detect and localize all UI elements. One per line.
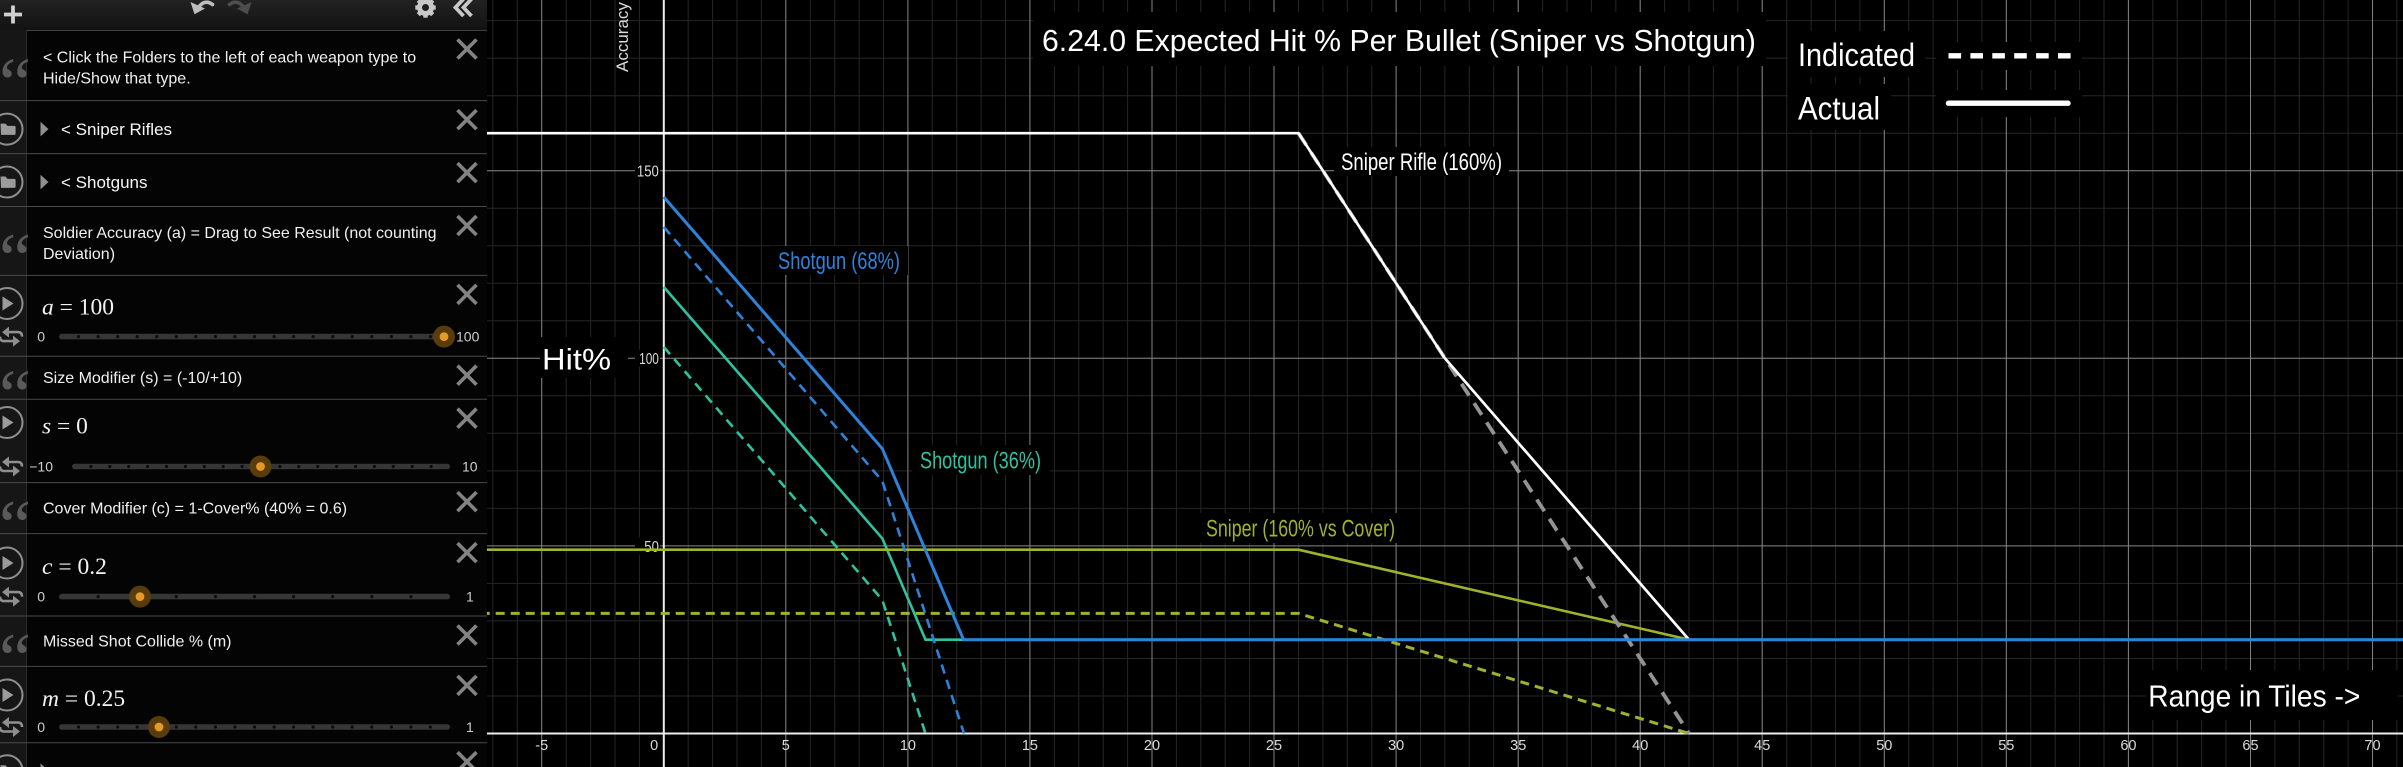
- svg-text:0: 0: [37, 329, 45, 345]
- svg-text:70: 70: [2364, 738, 2380, 754]
- svg-text:60: 60: [2120, 738, 2136, 754]
- svg-text:m = 0.25: m = 0.25: [42, 686, 125, 712]
- svg-text:Range in Tiles ->: Range in Tiles ->: [2148, 680, 2360, 714]
- svg-text:65: 65: [2242, 738, 2258, 754]
- svg-text:Hide/Show that type.: Hide/Show that type.: [43, 70, 191, 87]
- svg-text:10: 10: [462, 459, 478, 475]
- svg-text:10: 10: [900, 738, 916, 754]
- svg-text:Indicated: Indicated: [1798, 37, 1915, 73]
- svg-text:1: 1: [466, 589, 474, 605]
- svg-text:s = 0: s = 0: [42, 414, 88, 440]
- svg-text:15: 15: [1022, 738, 1038, 754]
- svg-text:150: 150: [637, 164, 659, 181]
- svg-text:“: “: [0, 486, 31, 566]
- svg-text:Shotgun (36%): Shotgun (36%): [920, 448, 1041, 475]
- svg-text:−10: −10: [29, 459, 53, 475]
- svg-text:25: 25: [1266, 738, 1282, 754]
- svg-text:0: 0: [37, 589, 45, 605]
- svg-text:35: 35: [1510, 738, 1526, 754]
- svg-text:a = 100: a = 100: [42, 295, 114, 321]
- svg-text:50: 50: [644, 539, 659, 556]
- svg-text:Actual: Actual: [1798, 91, 1880, 127]
- svg-text:< Shotguns: < Shotguns: [61, 173, 148, 192]
- svg-text:“: “: [0, 619, 31, 699]
- svg-text:Deviation): Deviation): [43, 246, 115, 263]
- svg-text:“: “: [0, 218, 31, 298]
- svg-text:55: 55: [1998, 738, 2014, 754]
- svg-text:5: 5: [782, 738, 790, 754]
- svg-text:“: “: [0, 43, 31, 123]
- svg-text:0: 0: [37, 719, 45, 735]
- svg-text:Soldier Accuracy (a) = Drag to: Soldier Accuracy (a) = Drag to See Resul…: [43, 225, 437, 242]
- svg-text:< Click the Folders to the lef: < Click the Folders to the left of each …: [43, 49, 416, 66]
- svg-text:6.24.0 Expected Hit % Per Bull: 6.24.0 Expected Hit % Per Bullet (Sniper…: [1042, 23, 1756, 58]
- svg-text:c = 0.2: c = 0.2: [42, 554, 107, 580]
- svg-text:Sniper Rifle (160%): Sniper Rifle (160%): [1341, 149, 1502, 176]
- svg-text:50: 50: [1876, 738, 1892, 754]
- svg-text:100: 100: [639, 351, 659, 368]
- svg-text:0: 0: [650, 738, 658, 754]
- svg-text:< Sniper Rifles: < Sniper Rifles: [61, 120, 172, 139]
- svg-text:Accuracy: Accuracy: [613, 2, 632, 72]
- svg-text:1: 1: [466, 719, 474, 735]
- svg-text:Hit%: Hit%: [542, 344, 611, 377]
- svg-text:Sniper (160% vs Cover): Sniper (160% vs Cover): [1206, 516, 1395, 543]
- svg-text:45: 45: [1754, 738, 1770, 754]
- svg-text:40: 40: [1632, 738, 1648, 754]
- svg-text:100: 100: [456, 329, 480, 345]
- svg-text:Size Modifier (s) = (-10/+10): Size Modifier (s) = (-10/+10): [43, 370, 242, 387]
- svg-text:-5: -5: [535, 738, 548, 754]
- svg-text:Cover Modifier (c) = 1-Cover%: Cover Modifier (c) = 1-Cover% (40% = 0.6…: [43, 501, 347, 518]
- svg-text:Missed Shot Collide % (m): Missed Shot Collide % (m): [43, 634, 232, 651]
- svg-text:Shotgun (68%): Shotgun (68%): [778, 248, 900, 275]
- svg-text:20: 20: [1144, 738, 1160, 754]
- svg-text:30: 30: [1388, 738, 1404, 754]
